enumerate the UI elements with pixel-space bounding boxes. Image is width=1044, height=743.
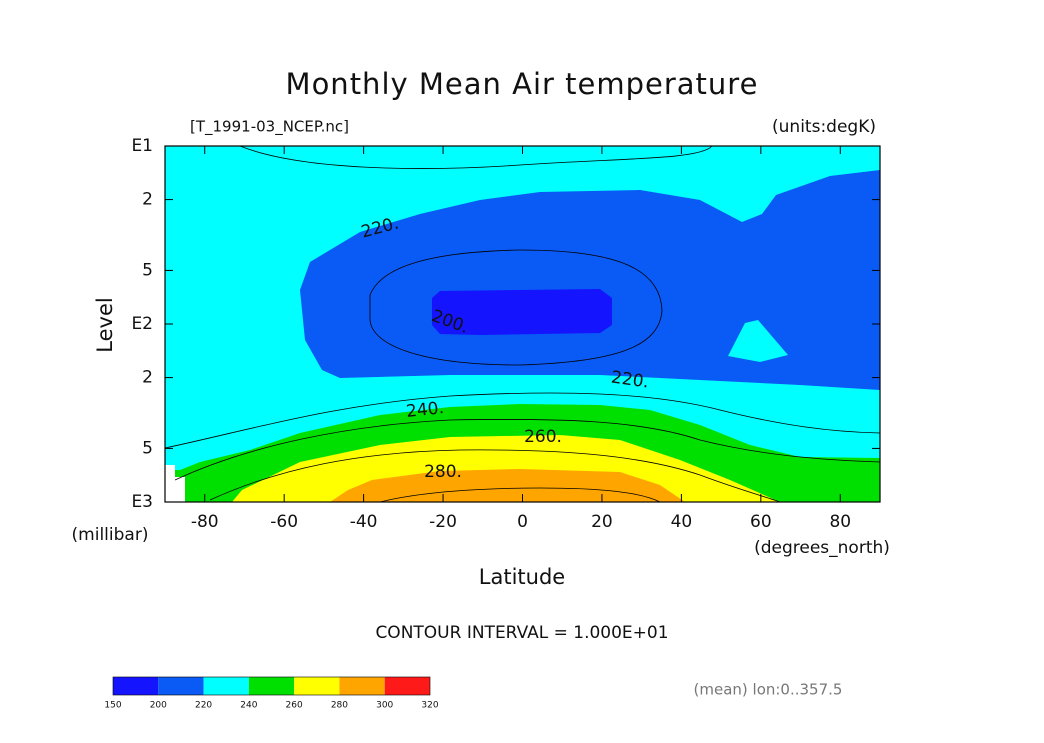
x-unit-label: (degrees_north): [754, 538, 890, 558]
colorbar-label: 300: [376, 701, 393, 711]
colorbar-swatch: [113, 677, 159, 695]
contour-label: 240.: [405, 398, 445, 422]
y-tick-label: 2: [142, 190, 153, 210]
colorbar-label: 220: [195, 701, 212, 711]
colorbar-frame: [112, 676, 431, 696]
contour-band: [432, 289, 612, 335]
colorbar-swatch: [203, 677, 249, 695]
footnote: (mean) lon:0..357.5: [694, 681, 843, 699]
y-unit-label: (millibar): [72, 525, 149, 545]
x-tick-label: -40: [350, 512, 378, 532]
subtitle: [T_1991-03_NCEP.nc]: [190, 118, 349, 137]
x-tick-label: -20: [429, 512, 457, 532]
colorbar-label: 150: [104, 701, 121, 711]
contour-band: [728, 320, 788, 362]
colorbar: 150 200 220 240 260 280 300 320: [104, 676, 439, 711]
x-tick-label: 80: [829, 512, 851, 532]
colorbar-swatch: [158, 677, 204, 695]
x-axis-title: Latitude: [479, 565, 565, 589]
contour-label: 280.: [424, 462, 462, 482]
y-tick-label: 2: [142, 368, 153, 388]
contour-interval: CONTOUR INTERVAL = 1.000E+01: [375, 623, 668, 643]
contour-line: [164, 392, 881, 449]
chart-title: Monthly Mean Air temperature: [286, 67, 759, 101]
x-tick-label: 0: [517, 512, 528, 532]
contour-line: [369, 249, 663, 366]
y-tick-label: E2: [131, 314, 153, 334]
contour-band: [300, 170, 880, 390]
contour-line: [379, 487, 661, 503]
colorbar-label: 280: [331, 701, 348, 711]
colorbar-swatch: [294, 677, 340, 695]
contour-line: [174, 418, 881, 481]
colorbar-label: 320: [421, 701, 438, 711]
missing-data: [165, 465, 185, 502]
units-label: (units:degK): [772, 117, 876, 137]
x-tick-label: -80: [191, 512, 219, 532]
contour-lines: [164, 145, 881, 503]
y-axis-title: Level: [93, 297, 117, 352]
y-tick-label: E3: [131, 492, 153, 512]
y-tick-label: E1: [131, 136, 153, 156]
y-tick-label: 5: [142, 260, 153, 280]
x-tick-label: -60: [270, 512, 298, 532]
colorbar-label: 260: [286, 701, 303, 711]
contour-line: [239, 145, 713, 169]
colorbar-label: 240: [240, 701, 257, 711]
contour-band: [330, 469, 685, 502]
y-tick-label: 5: [142, 438, 153, 458]
colorbar-label: 200: [150, 701, 167, 711]
x-tick-label: 60: [750, 512, 772, 532]
contour-label: 260.: [524, 427, 562, 447]
colorbar-swatch: [339, 677, 385, 695]
contour-line: [209, 449, 781, 503]
colorbar-swatch: [384, 677, 430, 695]
plot-area: 220. 200. 220. 240. 260. 280.: [164, 145, 881, 503]
x-tick-label: 40: [671, 512, 693, 532]
colorbar-swatch: [248, 677, 295, 695]
x-tick-label: 20: [591, 512, 613, 532]
